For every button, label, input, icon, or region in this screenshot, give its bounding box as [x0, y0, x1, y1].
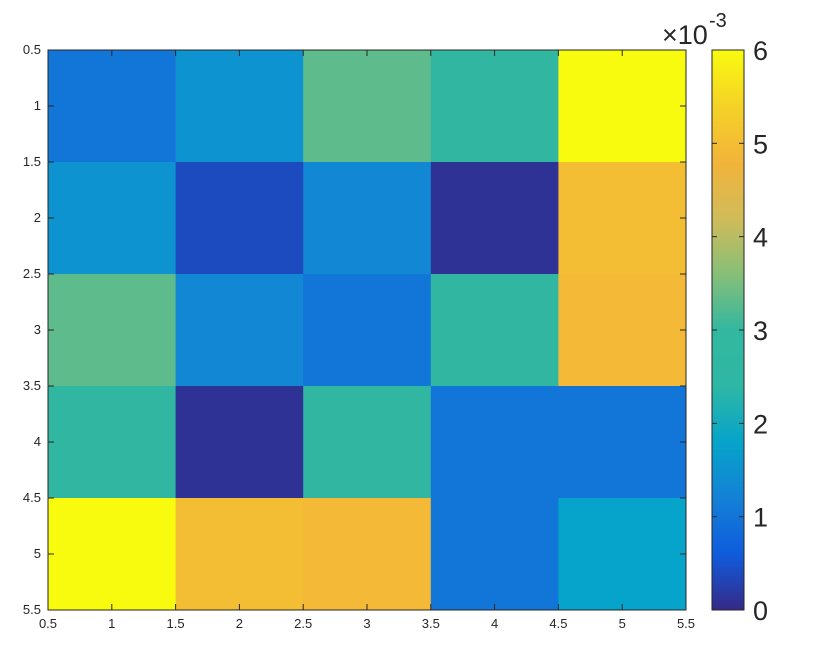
- x-tick-label: 1: [108, 616, 115, 631]
- x-tick-label: 3.5: [422, 616, 440, 631]
- colorbar-exponent-base: ×10: [662, 20, 708, 50]
- heatmap-cell: [175, 274, 304, 387]
- heatmap-cells: [48, 50, 687, 611]
- y-tick-label: 5.5: [23, 602, 41, 617]
- heatmap-cell: [48, 386, 177, 499]
- y-tick-label: 3.5: [23, 378, 41, 393]
- colorbar-tick-label: 2: [753, 409, 768, 439]
- heatmap-cell: [430, 162, 559, 275]
- heatmap-cell: [303, 498, 432, 611]
- heatmap-cell: [558, 386, 687, 499]
- colorbar: 0 1 2 3 4 5 6 ×10 -3: [662, 10, 768, 626]
- heatmap-cell: [430, 50, 559, 163]
- x-tick-label: 0.5: [39, 616, 57, 631]
- heatmap-cell: [48, 274, 177, 387]
- heatmap-cell: [303, 50, 432, 163]
- x-axis: 0.5 1 1.5 2 2.5 3 3.5 4 4.5 5 5.5: [39, 50, 695, 631]
- colorbar-tick-label: 4: [753, 223, 768, 253]
- x-tick-label: 1.5: [167, 616, 185, 631]
- x-tick-label: 5.5: [677, 616, 695, 631]
- heatmap-cell: [558, 162, 687, 275]
- y-axis: 0.5 1 1.5 2 2.5 3 3.5 4 4.5 5 5.5: [23, 42, 686, 617]
- y-tick-label: 3: [34, 322, 41, 337]
- heatmap-cell: [303, 162, 432, 275]
- y-tick-label: 1.5: [23, 154, 41, 169]
- x-tick-label: 2: [236, 616, 243, 631]
- x-tick-label: 4.5: [549, 616, 567, 631]
- heatmap-cell: [558, 498, 687, 611]
- colorbar-tick-label: 5: [753, 129, 768, 159]
- heatmap-cell: [175, 162, 304, 275]
- y-tick-label: 4.5: [23, 490, 41, 505]
- heatmap-cell: [48, 498, 177, 611]
- heatmap-cell: [430, 274, 559, 387]
- heatmap-cell: [175, 386, 304, 499]
- colorbar-exponent-power: -3: [709, 10, 727, 32]
- colorbar-tick-label: 0: [753, 596, 768, 626]
- colorbar-ticks: 0 1 2 3 4 5 6: [712, 36, 768, 626]
- colorbar-tick-label: 1: [753, 503, 768, 533]
- heatmap-cell: [558, 274, 687, 387]
- x-tick-label: 5: [619, 616, 626, 631]
- heatmap-cell: [558, 50, 687, 163]
- heatmap-cell: [175, 50, 304, 163]
- colorbar-gradient: [711, 49, 745, 611]
- heatmap-cell: [175, 498, 304, 611]
- y-tick-label: 4: [34, 434, 41, 449]
- y-tick-label: 0.5: [23, 42, 41, 57]
- colorbar-tick-label: 3: [753, 316, 768, 346]
- heatmap-cell: [303, 274, 432, 387]
- x-tick-label: 3: [363, 616, 370, 631]
- colorbar-tick-label: 6: [753, 36, 768, 66]
- heatmap-cell: [48, 50, 177, 163]
- x-tick-label: 4: [491, 616, 498, 631]
- x-tick-label: 2.5: [294, 616, 312, 631]
- heatmap-cell: [430, 498, 559, 611]
- heatmap-cell: [303, 386, 432, 499]
- heatmap-cell: [430, 386, 559, 499]
- y-tick-label: 1: [34, 98, 41, 113]
- y-tick-label: 5: [34, 546, 41, 561]
- heatmap-cell: [48, 162, 177, 275]
- y-tick-label: 2.5: [23, 266, 41, 281]
- y-tick-label: 2: [34, 210, 41, 225]
